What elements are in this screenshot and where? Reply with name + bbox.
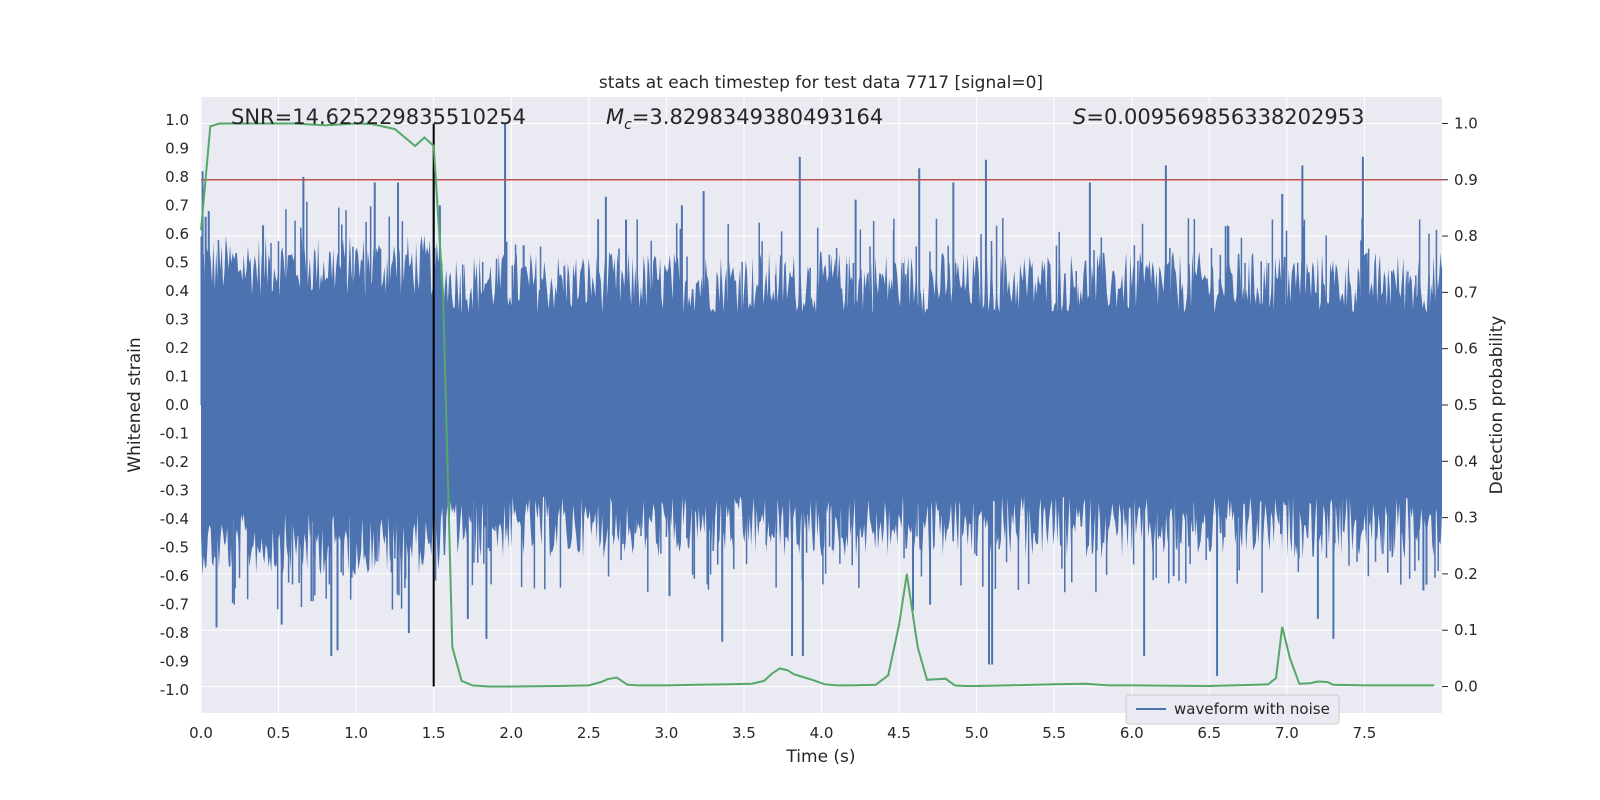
x-tick-label: 2.5: [577, 724, 601, 742]
x-tick-label: 4.5: [887, 724, 911, 742]
y-tick-label: -0.8: [160, 624, 189, 642]
y-tick-label: -0.3: [160, 482, 189, 500]
x-axis-ticks: 0.0 0.5 1.0 1.5 2.0 2.5 3.0 3.5 4.0 4.5 5.0 5.5 6.0 6…: [189, 724, 1376, 742]
x-tick-label: 2.0: [499, 724, 523, 742]
y-tick-label: -0.2: [160, 453, 189, 471]
x-tick-label: 4.0: [810, 724, 834, 742]
x-tick-label: 6.5: [1197, 724, 1221, 742]
y-tick-label: -0.1: [160, 425, 189, 443]
x-tick-label: 5.0: [965, 724, 989, 742]
statistic-symbol: S: [1073, 105, 1086, 129]
y-tick-label: -0.4: [160, 510, 189, 528]
y-tick-label: 0.6: [165, 225, 189, 243]
x-tick-label: 0.0: [189, 724, 213, 742]
x-tick-label: 0.5: [267, 724, 291, 742]
chart-title: stats at each timestep for test data 771…: [599, 73, 1043, 93]
y-tick-label: 1.0: [165, 111, 189, 129]
x-tick-label: 5.5: [1042, 724, 1066, 742]
x-tick-label: 1.5: [422, 724, 446, 742]
statistic-value: =0.009569856338202953: [1086, 105, 1364, 129]
strain-noise-band: [201, 234, 1442, 576]
y-axis-label: Whitened strain: [125, 337, 145, 472]
y2-tick-label: 0.3: [1454, 509, 1478, 527]
y-tick-label: -1.0: [160, 681, 189, 699]
y2-tick-label: 0.8: [1454, 227, 1478, 245]
y-tick-label: 0.5: [165, 253, 189, 271]
y-tick-label: 0.3: [165, 310, 189, 328]
strain-series: [200, 122, 1443, 676]
statistic-annotation: S=0.009569856338202953: [1073, 105, 1364, 129]
y-tick-label: 0.9: [165, 139, 189, 157]
x-tick-label: 3.0: [654, 724, 678, 742]
legend: waveform with noise: [1125, 694, 1340, 725]
y-tick-label: -0.6: [160, 567, 189, 585]
y2-tick-label: 0.0: [1454, 678, 1478, 696]
x-tick-label: 3.5: [732, 724, 756, 742]
chirp-mass-subscript: c: [624, 117, 632, 133]
y-axis-ticks: 1.0 0.9 0.8 0.7 0.6 0.5 0.4 0.3 0.2 0.1 0.0 -0.1 -0.…: [160, 111, 189, 699]
y-tick-label: 0.0: [165, 396, 189, 414]
y-tick-label: 0.1: [165, 367, 189, 385]
y2-tick-label: 0.2: [1454, 565, 1478, 583]
y2-tick-label: 0.5: [1454, 396, 1478, 414]
detection-probability-line: [200, 122, 1435, 688]
y-tick-label: -0.9: [160, 653, 189, 671]
y-tick-label: -0.7: [160, 596, 189, 614]
y-tick-label: -0.5: [160, 539, 189, 557]
y2-tick-label: 1.0: [1454, 114, 1478, 132]
y2-tick-label: 0.9: [1454, 171, 1478, 189]
y-tick-label: 0.2: [165, 339, 189, 357]
chirp-mass-symbol: M: [606, 105, 624, 129]
y2-axis-ticks: 1.0 0.9 0.8 0.7 0.6 0.5 0.4 0.3 0.2 0.1 0.0: [1442, 114, 1478, 696]
x-tick-label: 1.0: [344, 724, 368, 742]
y-tick-label: 0.8: [165, 168, 189, 186]
x-tick-label: 6.0: [1120, 724, 1144, 742]
chirp-mass-annotation: Mc=3.8298349380493164: [606, 105, 883, 133]
y2-tick-label: 0.7: [1454, 283, 1478, 301]
y2-tick-label: 0.4: [1454, 452, 1478, 470]
legend-label: waveform with noise: [1174, 700, 1330, 718]
x-tick-label: 7.0: [1275, 724, 1299, 742]
legend-box: [1125, 694, 1340, 725]
y-tick-label: 0.7: [165, 196, 189, 214]
chirp-mass-value: =3.8298349380493164: [632, 105, 883, 129]
snr-annotation: SNR=14.625229835510254: [231, 105, 526, 129]
y2-tick-label: 0.6: [1454, 340, 1478, 358]
x-tick-label: 7.5: [1353, 724, 1377, 742]
y-tick-label: 0.4: [165, 282, 189, 300]
y2-axis-label: Detection probability: [1487, 316, 1507, 495]
y2-tick-label: 0.1: [1454, 621, 1478, 639]
x-axis-label: Time (s): [785, 747, 855, 767]
